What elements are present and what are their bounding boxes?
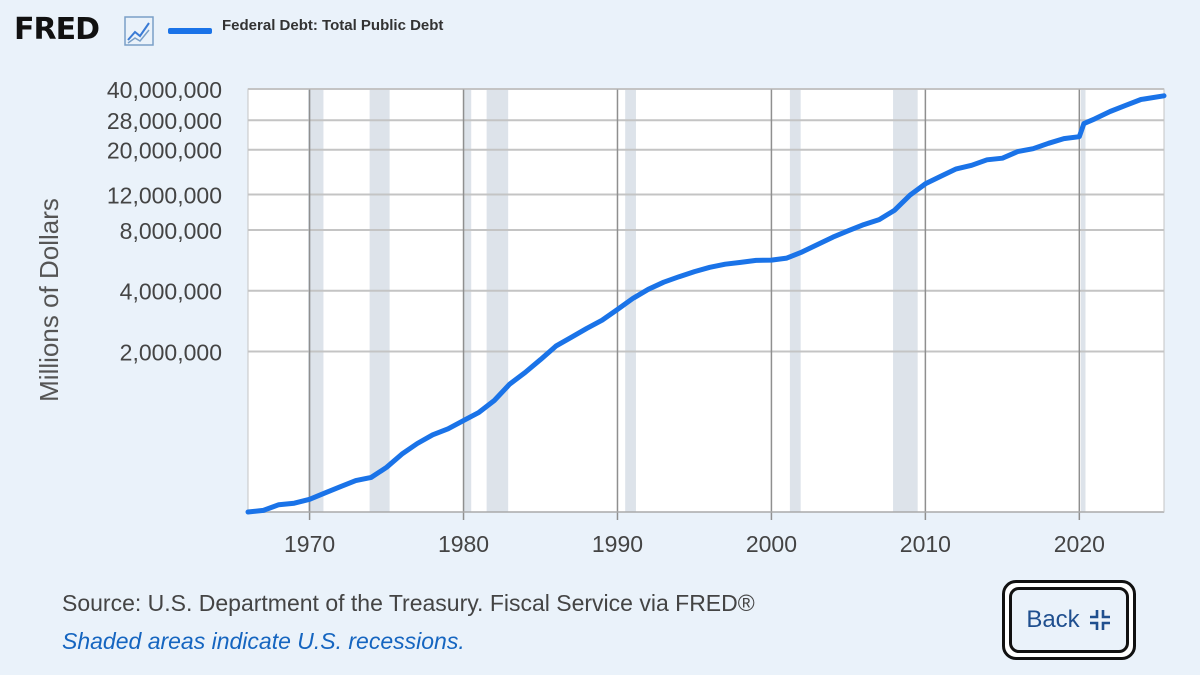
chart-header: FRED Federal Debt: Total Public Debt	[0, 0, 1200, 60]
x-tick-label: 2000	[746, 531, 797, 557]
recession-band	[789, 89, 801, 512]
y-tick-label: 2,000,000	[120, 339, 222, 365]
series-line	[245, 93, 1167, 515]
x-tick-label: 1990	[592, 531, 643, 557]
source-text: Source: U.S. Department of the Treasury.…	[62, 590, 755, 616]
y-tick-label: 8,000,000	[120, 218, 222, 244]
y-tick-label: 20,000,000	[107, 138, 222, 164]
recession-band	[308, 89, 324, 512]
recession-band	[893, 89, 918, 512]
x-tick-label: 1980	[438, 531, 489, 557]
recession-band	[463, 89, 472, 512]
plot-background	[248, 89, 1164, 512]
y-tick-label: 40,000,000	[107, 77, 222, 103]
y-tick-label: 28,000,000	[107, 108, 222, 134]
collapse-icon	[1089, 610, 1110, 630]
trend-chart-icon	[124, 16, 154, 46]
y-tick-label: 12,000,000	[107, 182, 222, 208]
back-button-inner[interactable]: Back	[1009, 587, 1129, 653]
plot-area: 2,000,000 4,000,000 8,000,000 12,000,000 20,…	[107, 77, 1167, 557]
recession-band	[1080, 89, 1086, 512]
legend-swatch	[168, 28, 212, 34]
plot-border	[247, 88, 1165, 513]
x-tick-label: 1970	[284, 531, 335, 557]
legend-label: Federal Debt: Total Public Debt	[222, 17, 444, 34]
recession-note: Shaded areas indicate U.S. recessions.	[62, 628, 465, 654]
y-tick-label: 4,000,000	[120, 279, 222, 305]
line-chart: Millions of Dollars 2,000,000 4,000,000 8,…	[34, 77, 1167, 557]
back-button-label: Back	[1026, 606, 1080, 633]
back-button[interactable]: Back	[1002, 580, 1136, 660]
fred-logo[interactable]: FRED	[14, 12, 100, 47]
recession-band	[369, 89, 390, 512]
x-tick-label: 2010	[900, 531, 951, 557]
x-tick-label: 2020	[1054, 531, 1105, 557]
recession-band	[486, 89, 509, 512]
y-axis-label: Millions of Dollars	[34, 198, 64, 402]
